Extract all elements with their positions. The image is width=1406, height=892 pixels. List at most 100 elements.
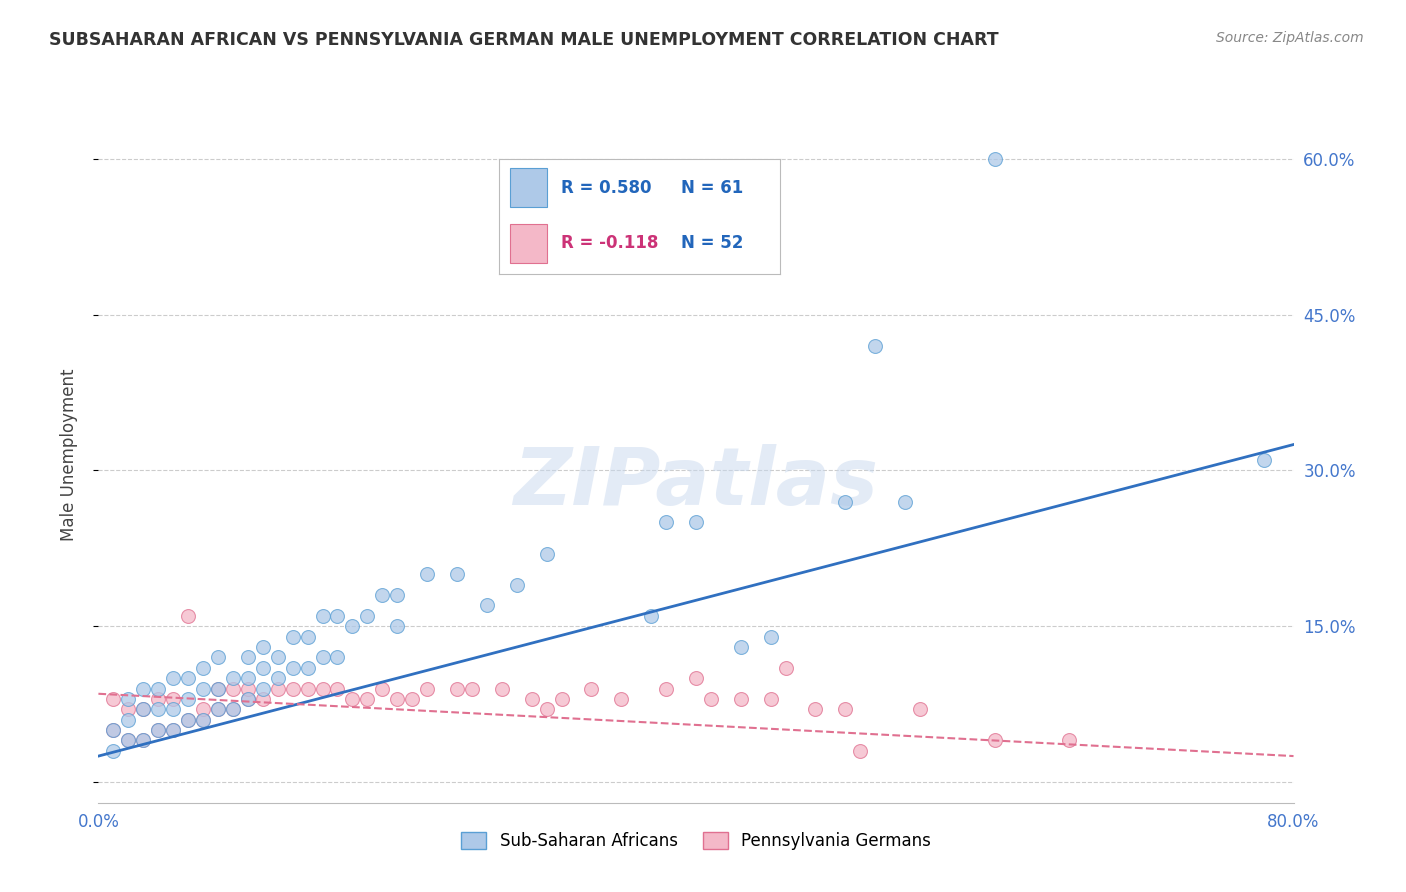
Point [311, 681, 333, 696]
Point [207, 702, 229, 716]
Point [506, 578, 529, 592]
Point [132, 733, 155, 747]
Point [267, 681, 290, 696]
Point [177, 713, 200, 727]
Point [1253, 453, 1275, 467]
Point [207, 681, 229, 696]
Point [849, 744, 872, 758]
Point [222, 702, 245, 716]
Point [148, 692, 170, 706]
Point [655, 681, 678, 696]
Point [326, 608, 349, 623]
Point [475, 599, 498, 613]
Point [162, 692, 184, 706]
Point [281, 630, 304, 644]
Point [311, 608, 333, 623]
Point [342, 619, 364, 633]
Point [236, 671, 259, 685]
Point [103, 723, 125, 738]
Point [385, 692, 409, 706]
Point [297, 661, 319, 675]
Point [326, 681, 349, 696]
Point [132, 702, 155, 716]
Point [416, 681, 439, 696]
Point [177, 713, 200, 727]
Point [908, 702, 931, 716]
Point [132, 702, 155, 716]
Point [775, 661, 797, 675]
Point [252, 681, 274, 696]
Point [581, 681, 603, 696]
Point [132, 681, 155, 696]
Point [148, 702, 170, 716]
Point [177, 608, 200, 623]
Point [385, 619, 409, 633]
Point [162, 671, 184, 685]
Point [236, 692, 259, 706]
Point [191, 702, 214, 716]
Point [236, 692, 259, 706]
Text: Source: ZipAtlas.com: Source: ZipAtlas.com [1216, 31, 1364, 45]
Text: SUBSAHARAN AFRICAN VS PENNSYLVANIA GERMAN MALE UNEMPLOYMENT CORRELATION CHART: SUBSAHARAN AFRICAN VS PENNSYLVANIA GERMA… [49, 31, 998, 49]
Point [132, 733, 155, 747]
Point [984, 152, 1007, 166]
Point [610, 692, 633, 706]
Point [730, 692, 752, 706]
Text: ZIPatlas: ZIPatlas [513, 443, 879, 522]
Point [267, 671, 290, 685]
Point [685, 516, 707, 530]
Point [865, 339, 887, 353]
Point [326, 650, 349, 665]
Point [191, 713, 214, 727]
Point [117, 733, 139, 747]
Legend: Sub-Saharan Africans, Pennsylvania Germans: Sub-Saharan Africans, Pennsylvania Germa… [454, 826, 938, 857]
Point [191, 713, 214, 727]
Point [759, 692, 782, 706]
Point [281, 681, 304, 696]
Point [117, 733, 139, 747]
Point [117, 692, 139, 706]
Point [191, 681, 214, 696]
Point [371, 681, 394, 696]
Point [252, 692, 274, 706]
Point [416, 567, 439, 582]
Point [446, 567, 468, 582]
Point [177, 692, 200, 706]
Point [267, 650, 290, 665]
Point [252, 661, 274, 675]
Point [207, 650, 229, 665]
Point [401, 692, 423, 706]
Point [148, 723, 170, 738]
Point [446, 681, 468, 696]
Point [342, 692, 364, 706]
Point [385, 588, 409, 602]
Point [222, 681, 245, 696]
Point [311, 650, 333, 665]
Point [103, 692, 125, 706]
Point [550, 692, 572, 706]
Point [759, 630, 782, 644]
Point [222, 671, 245, 685]
Point [148, 681, 170, 696]
Point [222, 702, 245, 716]
Point [236, 650, 259, 665]
Point [148, 723, 170, 738]
Point [162, 723, 184, 738]
Point [236, 681, 259, 696]
Point [177, 671, 200, 685]
Point [685, 671, 707, 685]
Point [700, 692, 723, 706]
Point [117, 713, 139, 727]
Point [984, 733, 1007, 747]
Point [297, 681, 319, 696]
Point [461, 681, 484, 696]
Point [162, 723, 184, 738]
Point [520, 692, 543, 706]
Point [804, 702, 827, 716]
Point [894, 494, 917, 508]
Point [1059, 733, 1081, 747]
Point [356, 692, 378, 706]
Point [640, 608, 662, 623]
Point [207, 681, 229, 696]
Point [252, 640, 274, 654]
